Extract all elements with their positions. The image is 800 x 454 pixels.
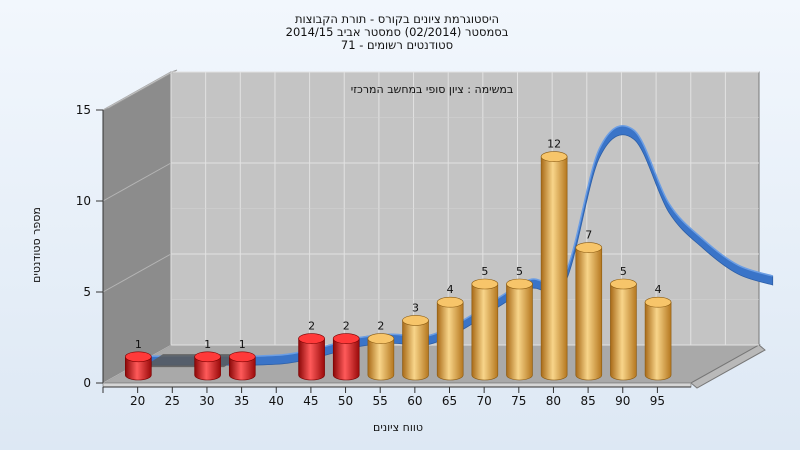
bar-value-label: 5: [516, 265, 523, 278]
bar-40-45: 2: [298, 320, 325, 381]
bar-45-50: 2: [332, 320, 360, 381]
y-tick-label: 0: [83, 376, 91, 390]
bar-body: [125, 356, 152, 381]
chart-annotation: במשימה : ציון סופי במחשב המרכזי: [351, 83, 514, 96]
x-tick-label: 80: [546, 394, 561, 408]
bar-15-20: 1: [125, 338, 152, 381]
bar-body: [332, 338, 360, 381]
bar-value-label: 12: [547, 138, 561, 151]
title-line-2: בסמסטר (02/2014) סמסטר אביב 2014/15: [286, 25, 509, 39]
x-tick-label: 60: [407, 394, 422, 408]
bar-body: [506, 283, 533, 381]
title-line-1: היסטוגרמת ציונים בקורס - תורת הקבוצות: [295, 12, 499, 26]
bar-value-label: 1: [239, 338, 246, 351]
side-gridline: [102, 253, 172, 293]
bar-cap: [471, 278, 499, 290]
title-line-3: סטודנטים רשומים - 71: [341, 38, 453, 52]
bar-cap: [332, 333, 360, 344]
bar-body: [367, 338, 395, 381]
bar-value-label: 5: [620, 265, 627, 278]
bar-body: [228, 356, 256, 381]
bar-value-label: 1: [135, 338, 142, 351]
x-tick-label: 75: [511, 394, 526, 408]
bar-25-30: 1: [194, 338, 221, 381]
bar-65-70: 5: [471, 265, 499, 381]
y-tick-label: 15: [76, 103, 91, 117]
bar-cap: [644, 296, 672, 308]
bar-body: [194, 356, 221, 381]
x-tick-label: 55: [373, 394, 388, 408]
bar-body: [575, 247, 603, 381]
x-tick-label: 45: [303, 394, 318, 408]
x-tick-label: 70: [477, 394, 492, 408]
bar-body: [471, 283, 499, 381]
x-axis: 20 25 30 35 40 45 50 55 60 65 70 75 80 85 90 95: [102, 386, 691, 408]
bar-80-85: 7: [575, 229, 603, 381]
x-tick-label: 95: [650, 394, 665, 408]
bar-cap: [194, 351, 221, 363]
bar-body: [436, 301, 464, 381]
bar-60-65: 4: [436, 283, 464, 381]
bar-30-35: 1: [228, 338, 256, 381]
y-axis-title: מספר סטודנטים: [30, 207, 43, 283]
bar-50-55: 2: [367, 320, 395, 381]
x-tick-label: 65: [442, 394, 457, 408]
y-axis: 0 5 10 15: [76, 103, 104, 390]
x-tick-label: 40: [269, 394, 284, 408]
bar-cap: [436, 296, 464, 308]
bar-body: [402, 320, 429, 381]
bar-body: [540, 156, 568, 381]
floor-front-rim: [102, 382, 692, 388]
x-axis-title: טווח ציונים: [373, 421, 423, 434]
bar-cap: [228, 351, 256, 363]
x-tick-label: 30: [199, 394, 214, 408]
floor-front-edge: [690, 344, 766, 389]
y-tick-label: 10: [76, 194, 91, 208]
x-tick-label: 90: [615, 394, 630, 408]
x-tick-label: 35: [234, 394, 249, 408]
side-gridline: [102, 71, 172, 111]
chart-title: היסטוגרמת ציונים בקורס - תורת הקבוצות בס…: [286, 12, 509, 52]
bar-body: [644, 301, 672, 381]
bar-cap: [610, 278, 637, 290]
bar-body: [298, 338, 325, 381]
bar-cap: [506, 278, 533, 290]
bar-cap: [540, 151, 568, 162]
bar-cap: [367, 333, 395, 344]
x-tick-label: 20: [130, 394, 145, 408]
y-tick-label: 5: [83, 285, 91, 299]
bar-cap: [402, 315, 429, 326]
left-wall: [102, 71, 172, 384]
bar-cap: [575, 242, 603, 253]
bar-85-90: 5: [610, 265, 637, 381]
bar-90-95: 4: [644, 283, 672, 381]
bar-70-75: 5: [506, 265, 533, 381]
bar-75-80: 12: [540, 138, 568, 381]
bar-value-label: 2: [308, 320, 315, 333]
bar-body: [610, 283, 637, 381]
x-tick-label: 50: [338, 394, 353, 408]
bar-cap: [298, 333, 325, 344]
bar-value-label: 7: [585, 229, 592, 242]
bar-value-label: 5: [481, 265, 488, 278]
bar-value-label: 4: [655, 283, 662, 296]
x-tick-label: 85: [580, 394, 595, 408]
side-gridline: [102, 162, 172, 202]
bar-cap: [125, 351, 152, 363]
x-tick-label: 25: [165, 394, 180, 408]
bar-value-label: 2: [343, 320, 350, 333]
bar-value-label: 4: [447, 283, 454, 296]
bar-value-label: 3: [412, 301, 419, 314]
bar-55-60: 3: [402, 301, 429, 381]
bar-value-label: 1: [204, 338, 211, 351]
bar-value-label: 2: [377, 320, 384, 333]
